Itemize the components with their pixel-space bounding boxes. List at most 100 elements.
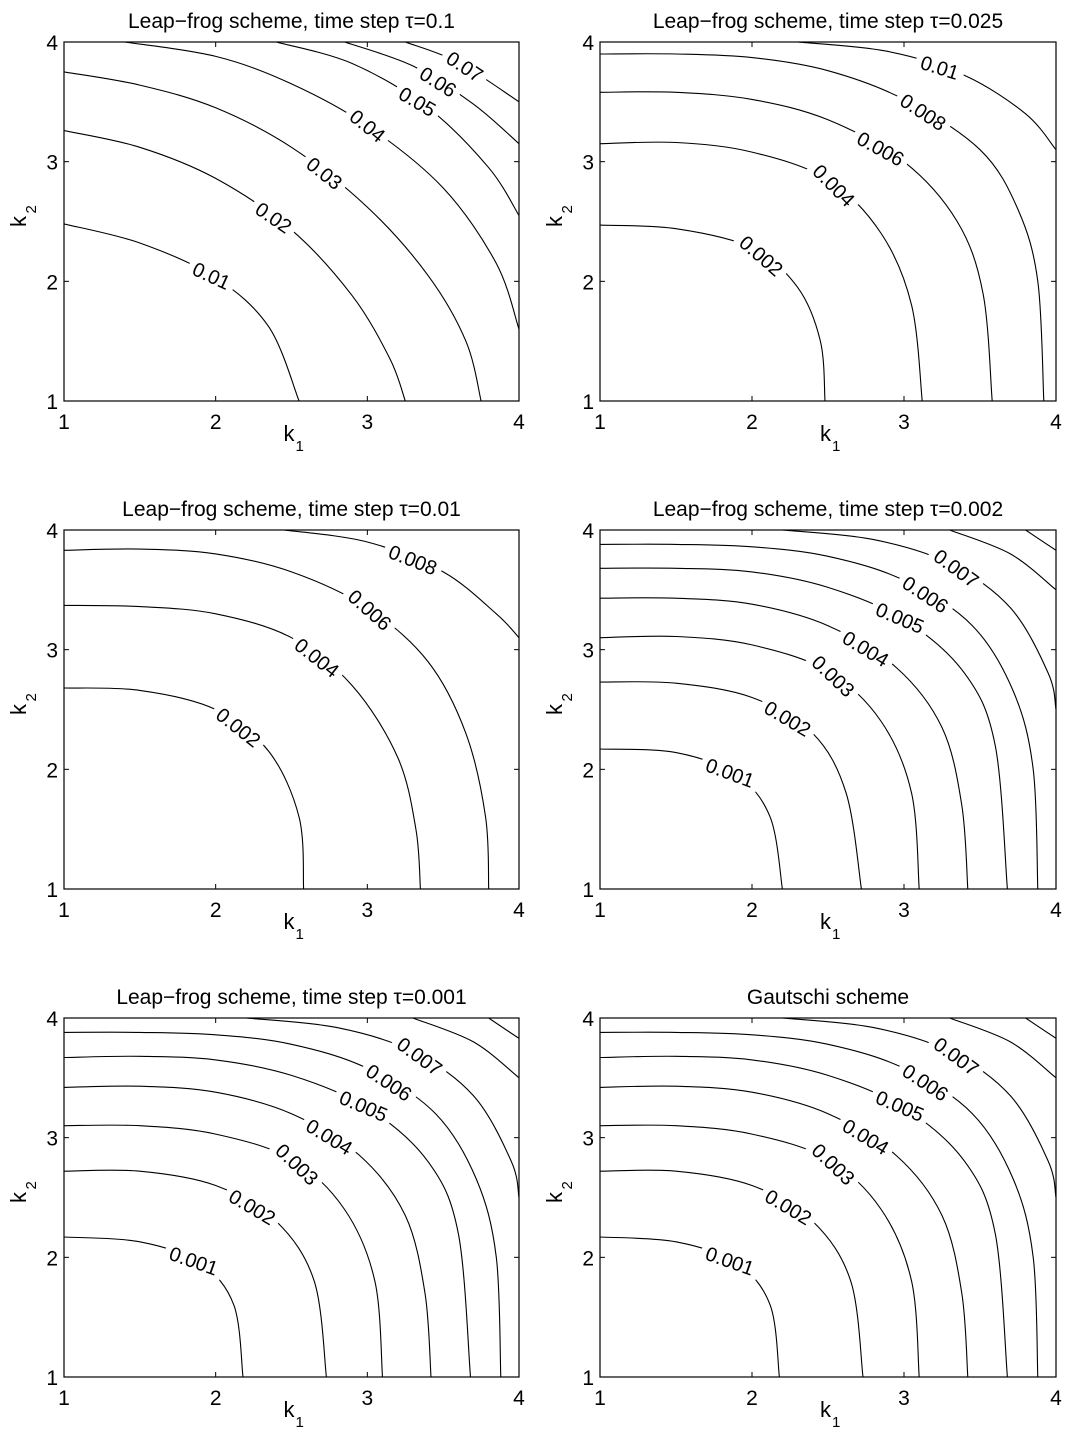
y-axis-label-group: k2 bbox=[6, 693, 40, 715]
x-tick-label: 2 bbox=[746, 899, 758, 922]
y-tick-label: 3 bbox=[582, 640, 594, 663]
contour-label-background bbox=[697, 751, 763, 794]
x-tick-label: 1 bbox=[58, 1387, 70, 1410]
x-tick-label: 4 bbox=[1050, 411, 1062, 434]
x-axis-label-subscript: 1 bbox=[296, 926, 304, 943]
chart-title: Leap−frog scheme, time step τ=0.01 bbox=[122, 498, 461, 521]
x-tick-label: 4 bbox=[1050, 899, 1062, 922]
y-axis-label: k bbox=[542, 703, 567, 715]
x-tick-label: 1 bbox=[594, 411, 606, 434]
contour-label-background bbox=[756, 1182, 821, 1233]
y-axis-label-subscript: 2 bbox=[559, 693, 576, 701]
contour-label-background bbox=[297, 1111, 362, 1163]
contour-line bbox=[1025, 530, 1056, 551]
contour-label-background bbox=[161, 1240, 227, 1282]
y-axis-label: k bbox=[542, 1191, 567, 1203]
chart-title: Leap−frog scheme, time step τ=0.1 bbox=[128, 10, 455, 33]
y-tick-label: 3 bbox=[46, 640, 58, 663]
x-tick-label: 1 bbox=[594, 1387, 606, 1410]
x-tick-label: 3 bbox=[361, 899, 373, 922]
contour-label-background bbox=[925, 541, 988, 596]
plot-area bbox=[599, 1017, 1057, 1378]
x-tick-label: 1 bbox=[58, 411, 70, 434]
y-tick-label: 1 bbox=[46, 879, 58, 902]
contour-panel: Leap−frog scheme, time step τ=0.002 1 2 3 4 1… bbox=[542, 498, 1062, 943]
y-tick-label: 2 bbox=[46, 271, 58, 294]
y-axis-label-subscript: 2 bbox=[23, 693, 40, 701]
contour-label-background bbox=[437, 43, 492, 90]
x-tick-label: 3 bbox=[898, 1387, 910, 1410]
y-axis-label: k bbox=[542, 215, 567, 227]
x-tick-label: 3 bbox=[898, 411, 910, 434]
y-axis-label: k bbox=[6, 1191, 31, 1203]
x-axis-label-subscript: 1 bbox=[296, 438, 304, 455]
y-axis-label-group: k2 bbox=[6, 205, 40, 227]
y-tick-label: 3 bbox=[46, 152, 58, 175]
y-tick-label: 1 bbox=[46, 391, 58, 414]
y-axis-label-group: k2 bbox=[6, 1181, 40, 1203]
contour-label-background bbox=[803, 647, 863, 706]
contour-label-background bbox=[833, 623, 898, 675]
contour-label-background bbox=[697, 1240, 763, 1282]
contour-label-background bbox=[341, 101, 394, 151]
contour-label-background bbox=[730, 227, 792, 285]
contour-label-background bbox=[246, 194, 301, 241]
plot-area bbox=[63, 1017, 520, 1378]
contour-label-background bbox=[267, 1135, 327, 1194]
y-tick-label: 1 bbox=[46, 1367, 58, 1390]
y-tick-label: 4 bbox=[582, 1008, 594, 1031]
y-tick-label: 2 bbox=[46, 759, 58, 782]
contour-label-background bbox=[388, 1029, 451, 1084]
contour-label-background bbox=[380, 538, 446, 582]
x-tick-label: 4 bbox=[1050, 1387, 1062, 1410]
contour-label-background bbox=[357, 1056, 421, 1109]
contour-label-background bbox=[207, 699, 270, 755]
x-tick-label: 4 bbox=[513, 411, 525, 434]
contour-label-background bbox=[867, 595, 933, 641]
contour-line bbox=[412, 1018, 519, 1079]
x-tick-label: 2 bbox=[746, 411, 758, 434]
y-tick-label: 1 bbox=[582, 1367, 594, 1390]
y-tick-label: 4 bbox=[46, 520, 58, 543]
y-tick-label: 4 bbox=[582, 32, 594, 55]
contour-label-background bbox=[803, 1135, 864, 1194]
x-axis-label-subscript: 1 bbox=[832, 438, 840, 455]
plot-area bbox=[599, 529, 1057, 890]
contour-line bbox=[1025, 1018, 1056, 1039]
y-axis-label-subscript: 2 bbox=[559, 205, 576, 213]
x-axis-label: k bbox=[284, 421, 296, 446]
plot-area bbox=[63, 529, 520, 890]
chart-title: Leap−frog scheme, time step τ=0.002 bbox=[653, 498, 1003, 521]
contour-label-background bbox=[925, 1029, 988, 1084]
x-tick-label: 4 bbox=[513, 1387, 525, 1410]
contour-label-background bbox=[912, 49, 967, 86]
x-tick-label: 2 bbox=[210, 899, 222, 922]
y-tick-label: 3 bbox=[582, 1128, 594, 1151]
y-tick-label: 2 bbox=[46, 1247, 58, 1270]
contour-label-background bbox=[390, 79, 445, 124]
y-tick-label: 4 bbox=[46, 32, 58, 55]
x-axis-label: k bbox=[820, 1397, 832, 1422]
x-axis-label-subscript: 1 bbox=[832, 926, 840, 943]
y-tick-label: 3 bbox=[582, 152, 594, 175]
contour-label-background bbox=[411, 59, 466, 105]
contour-label-background bbox=[893, 1056, 957, 1109]
x-tick-label: 1 bbox=[58, 899, 70, 922]
contour-label-background bbox=[848, 124, 913, 174]
contour-label-background bbox=[891, 86, 955, 139]
chart-title: Leap−frog scheme, time step τ=0.001 bbox=[116, 986, 466, 1009]
x-tick-label: 1 bbox=[594, 899, 606, 922]
x-tick-label: 3 bbox=[898, 899, 910, 922]
contour-label-background bbox=[833, 1111, 898, 1163]
y-axis-label: k bbox=[6, 215, 31, 227]
y-tick-label: 2 bbox=[582, 1247, 594, 1270]
x-axis-label-subscript: 1 bbox=[832, 1414, 840, 1429]
contour-line bbox=[949, 1018, 1056, 1079]
contour-line bbox=[488, 1018, 519, 1039]
x-tick-label: 2 bbox=[210, 1387, 222, 1410]
x-axis-label: k bbox=[820, 421, 832, 446]
y-tick-label: 4 bbox=[46, 1008, 58, 1031]
